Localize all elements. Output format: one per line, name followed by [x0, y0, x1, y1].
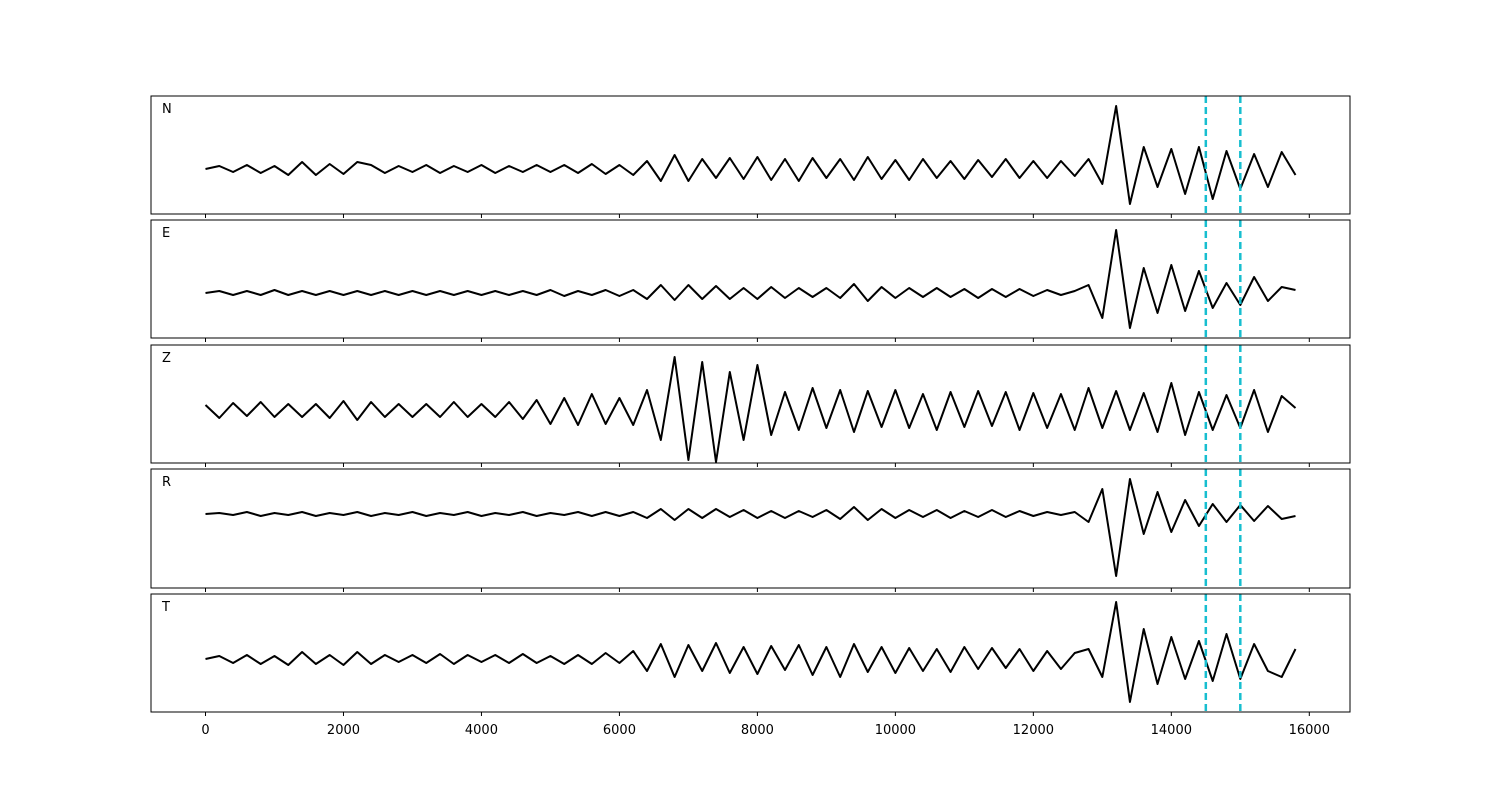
x-tick-label: 0 — [201, 723, 209, 738]
x-tick-label: 10000 — [875, 723, 916, 738]
panel-frame — [150, 344, 1351, 464]
trace — [205, 478, 1296, 577]
x-tick-label: 2000 — [327, 723, 360, 738]
panel-label: N — [162, 102, 172, 117]
panel-label: T — [161, 600, 170, 615]
x-tick-label: 8000 — [741, 723, 774, 738]
panel-frame — [150, 95, 1351, 215]
x-tick-label: 12000 — [1013, 723, 1054, 738]
x-tick-label: 16000 — [1289, 723, 1330, 738]
panel-label: Z — [162, 351, 171, 366]
panel-label: E — [162, 226, 170, 241]
x-tick-label: 4000 — [465, 723, 498, 738]
x-tick-label: 6000 — [603, 723, 636, 738]
trace — [205, 105, 1297, 205]
trace — [204, 356, 1297, 463]
panel-frame — [150, 468, 1351, 589]
panel-frame — [150, 593, 1351, 713]
trace — [205, 601, 1297, 703]
panel-frame — [150, 219, 1351, 339]
x-tick-label: 14000 — [1151, 723, 1192, 738]
trace — [205, 229, 1296, 329]
panel-label: R — [162, 475, 171, 490]
